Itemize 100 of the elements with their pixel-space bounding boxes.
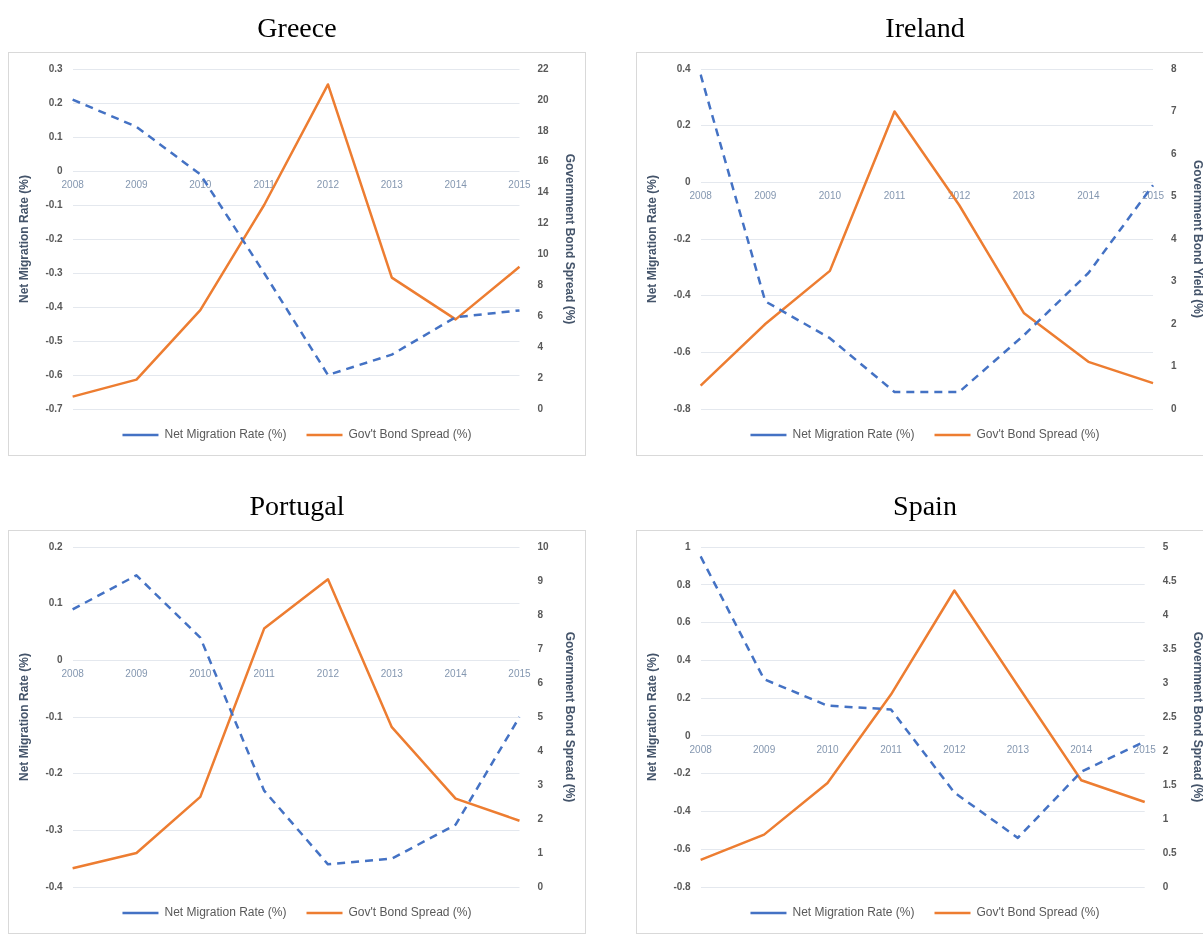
- y-tick-label: -0.2: [673, 232, 692, 244]
- y-tick-label: -0.4: [673, 805, 692, 817]
- x-tick-label: 2012: [316, 668, 340, 680]
- y-tick-label: 0: [57, 164, 64, 176]
- y2-tick-label: 2.5: [1162, 710, 1178, 722]
- y2-tick-label: 6: [537, 310, 544, 322]
- y-tick-label: -0.8: [673, 880, 692, 892]
- chart-title: Spain: [892, 489, 958, 523]
- y-tick-label: -0.2: [45, 232, 64, 244]
- y2-tick-label: 12: [537, 217, 550, 229]
- y2-tick-label: 0.5: [1162, 846, 1178, 858]
- x-tick-label: 2011: [880, 743, 903, 755]
- y2-tick-label: 14: [537, 186, 550, 198]
- x-tick-label: 2013: [1012, 190, 1036, 202]
- y-axis-title: Net Migration Rate (%): [16, 174, 31, 304]
- y2-tick-label: 1: [537, 846, 544, 858]
- y-axis-title: Net Migration Rate (%): [644, 174, 659, 304]
- x-tick-label: 2013: [1006, 743, 1030, 755]
- x-tick-label: 2010: [189, 668, 212, 680]
- y2-tick-label: 4: [1162, 608, 1169, 620]
- y-tick-label: -0.6: [45, 368, 64, 380]
- y-tick-label: 0.2: [48, 96, 64, 108]
- y2-axis-title: Government Bond Spread (%): [563, 153, 578, 325]
- y2-tick-label: 22: [537, 62, 550, 74]
- y-tick-label: 0.4: [676, 654, 692, 666]
- y2-tick-label: 10: [537, 248, 550, 260]
- y2-tick-label: 2: [1162, 744, 1169, 756]
- y-tick-label: -0.1: [45, 198, 64, 210]
- chart-title: Ireland: [884, 11, 966, 45]
- y2-tick-label: 1: [1162, 812, 1169, 824]
- x-tick-label: 2014: [444, 178, 468, 190]
- y-tick-label: 0.2: [48, 540, 64, 552]
- x-tick-label: 2008: [689, 190, 713, 202]
- y-tick-label: 1: [685, 540, 692, 552]
- y-tick-label: -0.4: [673, 289, 692, 301]
- y2-tick-label: 2: [537, 371, 544, 383]
- y2-tick-label: 2: [1171, 317, 1178, 329]
- y2-tick-label: 6: [537, 676, 544, 688]
- y-tick-label: 0: [57, 654, 64, 666]
- y2-axis-title: Government Bond Spread (%): [563, 631, 578, 803]
- y2-tick-label: 1.5: [1162, 778, 1178, 790]
- legend-label: Net Migration Rate (%): [164, 427, 287, 442]
- x-tick-label: 2015: [508, 668, 532, 680]
- y-tick-label: 0.6: [676, 616, 692, 628]
- y2-tick-label: 0: [537, 402, 544, 414]
- legend-label: Gov't Bond Spread (%): [976, 905, 1100, 920]
- x-tick-label: 2009: [752, 743, 776, 755]
- y2-tick-label: 8: [537, 279, 544, 291]
- x-tick-label: 2009: [125, 668, 149, 680]
- x-tick-label: 2012: [316, 178, 340, 190]
- x-tick-label: 2010: [816, 743, 840, 755]
- legend-label: Gov't Bond Spread (%): [976, 427, 1100, 442]
- y-tick-label: -0.8: [673, 402, 692, 414]
- y2-tick-label: 5: [1162, 540, 1169, 552]
- y2-tick-label: 5: [1171, 190, 1178, 202]
- y-tick-label: -0.7: [45, 402, 64, 414]
- y-tick-label: 0.1: [48, 597, 64, 609]
- legend-label: Gov't Bond Spread (%): [348, 905, 472, 920]
- y2-tick-label: 1: [1171, 360, 1178, 372]
- y-tick-label: 0: [685, 176, 692, 188]
- x-tick-label: 2014: [1070, 743, 1093, 755]
- y-tick-label: 0: [685, 729, 692, 741]
- y2-tick-label: 9: [537, 574, 544, 586]
- y-tick-label: -0.2: [45, 767, 64, 779]
- x-tick-label: 2011: [253, 668, 276, 680]
- y-tick-label: -0.5: [45, 334, 64, 346]
- y2-tick-label: 2: [537, 812, 544, 824]
- legend-label: Net Migration Rate (%): [164, 905, 287, 920]
- y2-tick-label: 3.5: [1162, 642, 1178, 654]
- y2-tick-label: 3: [537, 778, 544, 790]
- y-axis-title: Net Migration Rate (%): [16, 652, 31, 782]
- y2-tick-label: 7: [1171, 105, 1178, 117]
- y2-axis-title: Government Bond Yield (%): [1191, 159, 1203, 319]
- x-tick-label: 2013: [380, 178, 404, 190]
- x-tick-label: 2014: [1077, 190, 1100, 202]
- y2-tick-label: 0: [1162, 880, 1169, 892]
- y-tick-label: -0.6: [673, 842, 692, 854]
- y2-tick-label: 3: [1162, 676, 1169, 688]
- y2-tick-label: 18: [537, 124, 550, 136]
- y-tick-label: -0.4: [45, 880, 64, 892]
- y2-tick-label: 5: [537, 710, 544, 722]
- y-tick-label: -0.2: [673, 767, 692, 779]
- y-tick-label: 0.4: [676, 62, 692, 74]
- x-tick-label: 2010: [818, 190, 842, 202]
- y2-tick-label: 20: [537, 93, 550, 105]
- x-tick-label: 2014: [444, 668, 468, 680]
- x-tick-label: 2012: [943, 743, 966, 755]
- y2-tick-label: 4: [1171, 232, 1178, 244]
- y2-tick-label: 10: [537, 540, 550, 552]
- y2-tick-label: 6: [1171, 147, 1178, 159]
- y2-tick-label: 16: [537, 155, 550, 167]
- legend-label: Net Migration Rate (%): [792, 427, 915, 442]
- y2-axis-title: Government Bond Spread (%): [1191, 631, 1203, 803]
- y2-tick-label: 7: [537, 642, 544, 654]
- legend-label: Net Migration Rate (%): [792, 905, 915, 920]
- x-tick-label: 2015: [508, 178, 532, 190]
- y-tick-label: 0.2: [676, 691, 692, 703]
- legend-label: Gov't Bond Spread (%): [348, 427, 472, 442]
- chart-title: Greece: [256, 11, 338, 45]
- y2-tick-label: 8: [537, 608, 544, 620]
